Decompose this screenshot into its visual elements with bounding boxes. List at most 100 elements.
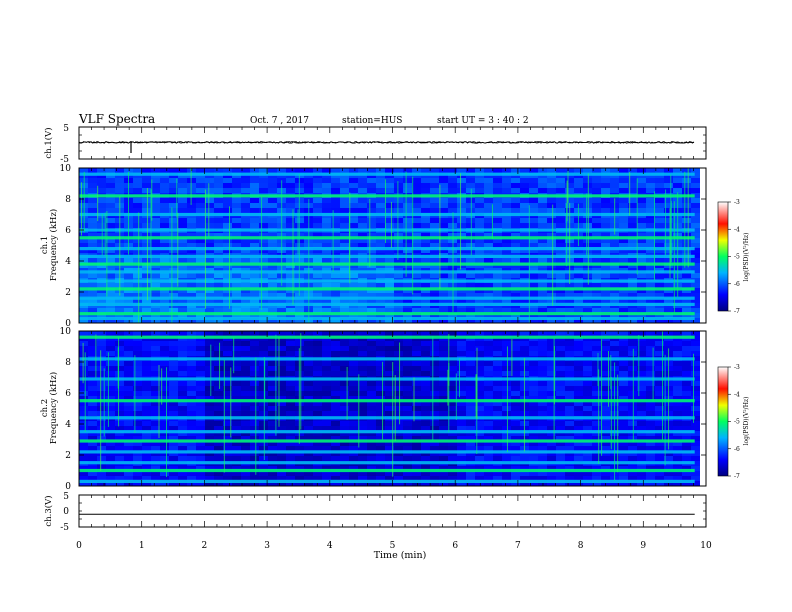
spectrogram-cell bbox=[682, 293, 691, 298]
spectrogram-cell bbox=[394, 381, 403, 386]
spectrogram-cell bbox=[556, 168, 565, 173]
spectrogram-cell bbox=[502, 331, 511, 336]
spectrogram-cell bbox=[160, 341, 169, 346]
spectrogram-cell bbox=[673, 341, 682, 346]
spectrogram-cell bbox=[88, 371, 97, 376]
spectrogram-cell bbox=[412, 411, 421, 416]
spectrogram-cell bbox=[367, 298, 376, 303]
spectrogram-cell bbox=[439, 441, 448, 446]
spectrogram-cell bbox=[511, 371, 520, 376]
spectrogram-cell bbox=[565, 283, 574, 288]
spectrogram-cell bbox=[376, 318, 385, 323]
spectrogram-cell bbox=[556, 431, 565, 436]
spectrogram-cell bbox=[304, 351, 313, 356]
figure-title: VLF Spectra bbox=[78, 112, 155, 126]
time-tick-label: 7 bbox=[515, 541, 521, 551]
spectrogram-cell bbox=[97, 371, 106, 376]
spectrogram-cell bbox=[79, 391, 88, 396]
spectrogram-cell bbox=[583, 466, 592, 471]
spectrogram-cell bbox=[142, 406, 151, 411]
spectrogram-cell bbox=[79, 248, 88, 253]
spectrogram-cell bbox=[592, 233, 601, 238]
spectrogram-cell bbox=[691, 283, 700, 288]
spectrogram-cell bbox=[97, 436, 106, 441]
spectrogram-cell bbox=[637, 421, 646, 426]
spectrogram-cell bbox=[403, 426, 412, 431]
spectrogram-cell bbox=[232, 371, 241, 376]
spectrogram-cell bbox=[529, 238, 538, 243]
spectrogram-cell bbox=[430, 308, 439, 313]
spectrogram-cell bbox=[430, 341, 439, 346]
spectrogram-cell bbox=[349, 218, 358, 223]
spectrogram-cell bbox=[151, 391, 160, 396]
spectrogram-cell bbox=[187, 426, 196, 431]
spectrogram-cell bbox=[331, 361, 340, 366]
spectrogram-cell bbox=[592, 476, 601, 481]
spectrogram-cell bbox=[421, 318, 430, 323]
spectrogram-cell bbox=[376, 248, 385, 253]
spectrogram-cell bbox=[79, 318, 88, 323]
spectrogram-cell bbox=[349, 198, 358, 203]
spectrogram-cell bbox=[673, 298, 682, 303]
spectrogram-cell bbox=[565, 371, 574, 376]
spectrogram-cell bbox=[457, 223, 466, 228]
spectrogram-cell bbox=[448, 298, 457, 303]
spectrogram-cell bbox=[646, 318, 655, 323]
spectrogram-cell bbox=[277, 446, 286, 451]
spectrogram-cell bbox=[565, 471, 574, 476]
spectrogram-cell bbox=[475, 233, 484, 238]
spectrogram-cell bbox=[619, 223, 628, 228]
spectrogram-cell bbox=[331, 208, 340, 213]
spectrogram-cell bbox=[196, 283, 205, 288]
spectrogram-cell bbox=[205, 318, 214, 323]
spectrogram-cell bbox=[457, 351, 466, 356]
spectrogram-cell bbox=[394, 183, 403, 188]
spectrogram-cell bbox=[286, 183, 295, 188]
spectrogram-cell bbox=[664, 471, 673, 476]
spectrogram-cell bbox=[439, 381, 448, 386]
spectrogram-cell bbox=[511, 283, 520, 288]
spectrogram-cell bbox=[646, 298, 655, 303]
spectrogram-cell bbox=[637, 441, 646, 446]
spectrogram-cell bbox=[277, 421, 286, 426]
spectrogram-cell bbox=[187, 313, 196, 318]
spectrogram-cell bbox=[565, 341, 574, 346]
spectrogram-cell bbox=[394, 273, 403, 278]
spectrogram-cell bbox=[565, 183, 574, 188]
spectrogram-cell bbox=[250, 446, 259, 451]
spectrogram-cell bbox=[115, 386, 124, 391]
spectrogram-cell bbox=[610, 351, 619, 356]
spectrogram-cell bbox=[628, 248, 637, 253]
spectrogram-cell bbox=[331, 471, 340, 476]
spectrogram-cell bbox=[313, 351, 322, 356]
spectrogram-cell bbox=[493, 313, 502, 318]
spectrogram-cell bbox=[88, 223, 97, 228]
spectrogram-cell bbox=[412, 318, 421, 323]
spectrogram-cell bbox=[142, 446, 151, 451]
spectrogram-cell bbox=[457, 431, 466, 436]
spectrogram-cell bbox=[385, 308, 394, 313]
spectrogram-cell bbox=[241, 471, 250, 476]
spectrogram-cell bbox=[79, 188, 88, 193]
spectrogram-cell bbox=[664, 456, 673, 461]
spectrogram-cell bbox=[178, 406, 187, 411]
spectrogram-cell bbox=[682, 396, 691, 401]
spectrogram-cell bbox=[664, 203, 673, 208]
spectrogram-cell bbox=[430, 471, 439, 476]
spectrogram-cell bbox=[673, 471, 682, 476]
spectrogram-cell bbox=[322, 233, 331, 238]
spectrogram-cell bbox=[367, 318, 376, 323]
spectrogram-cell bbox=[331, 233, 340, 238]
spectrogram-cell bbox=[538, 178, 547, 183]
spectrogram-cell bbox=[385, 168, 394, 173]
spectrogram-cell bbox=[457, 318, 466, 323]
spectrogram-cell bbox=[313, 441, 322, 446]
spectrogram-cell bbox=[691, 336, 700, 341]
spectrogram-cell bbox=[484, 381, 493, 386]
spectrogram-cell bbox=[340, 456, 349, 461]
spectrogram-cell bbox=[196, 178, 205, 183]
spectrogram-cell bbox=[322, 366, 331, 371]
spectrogram-cell bbox=[259, 308, 268, 313]
spectrogram-cell bbox=[358, 481, 367, 486]
